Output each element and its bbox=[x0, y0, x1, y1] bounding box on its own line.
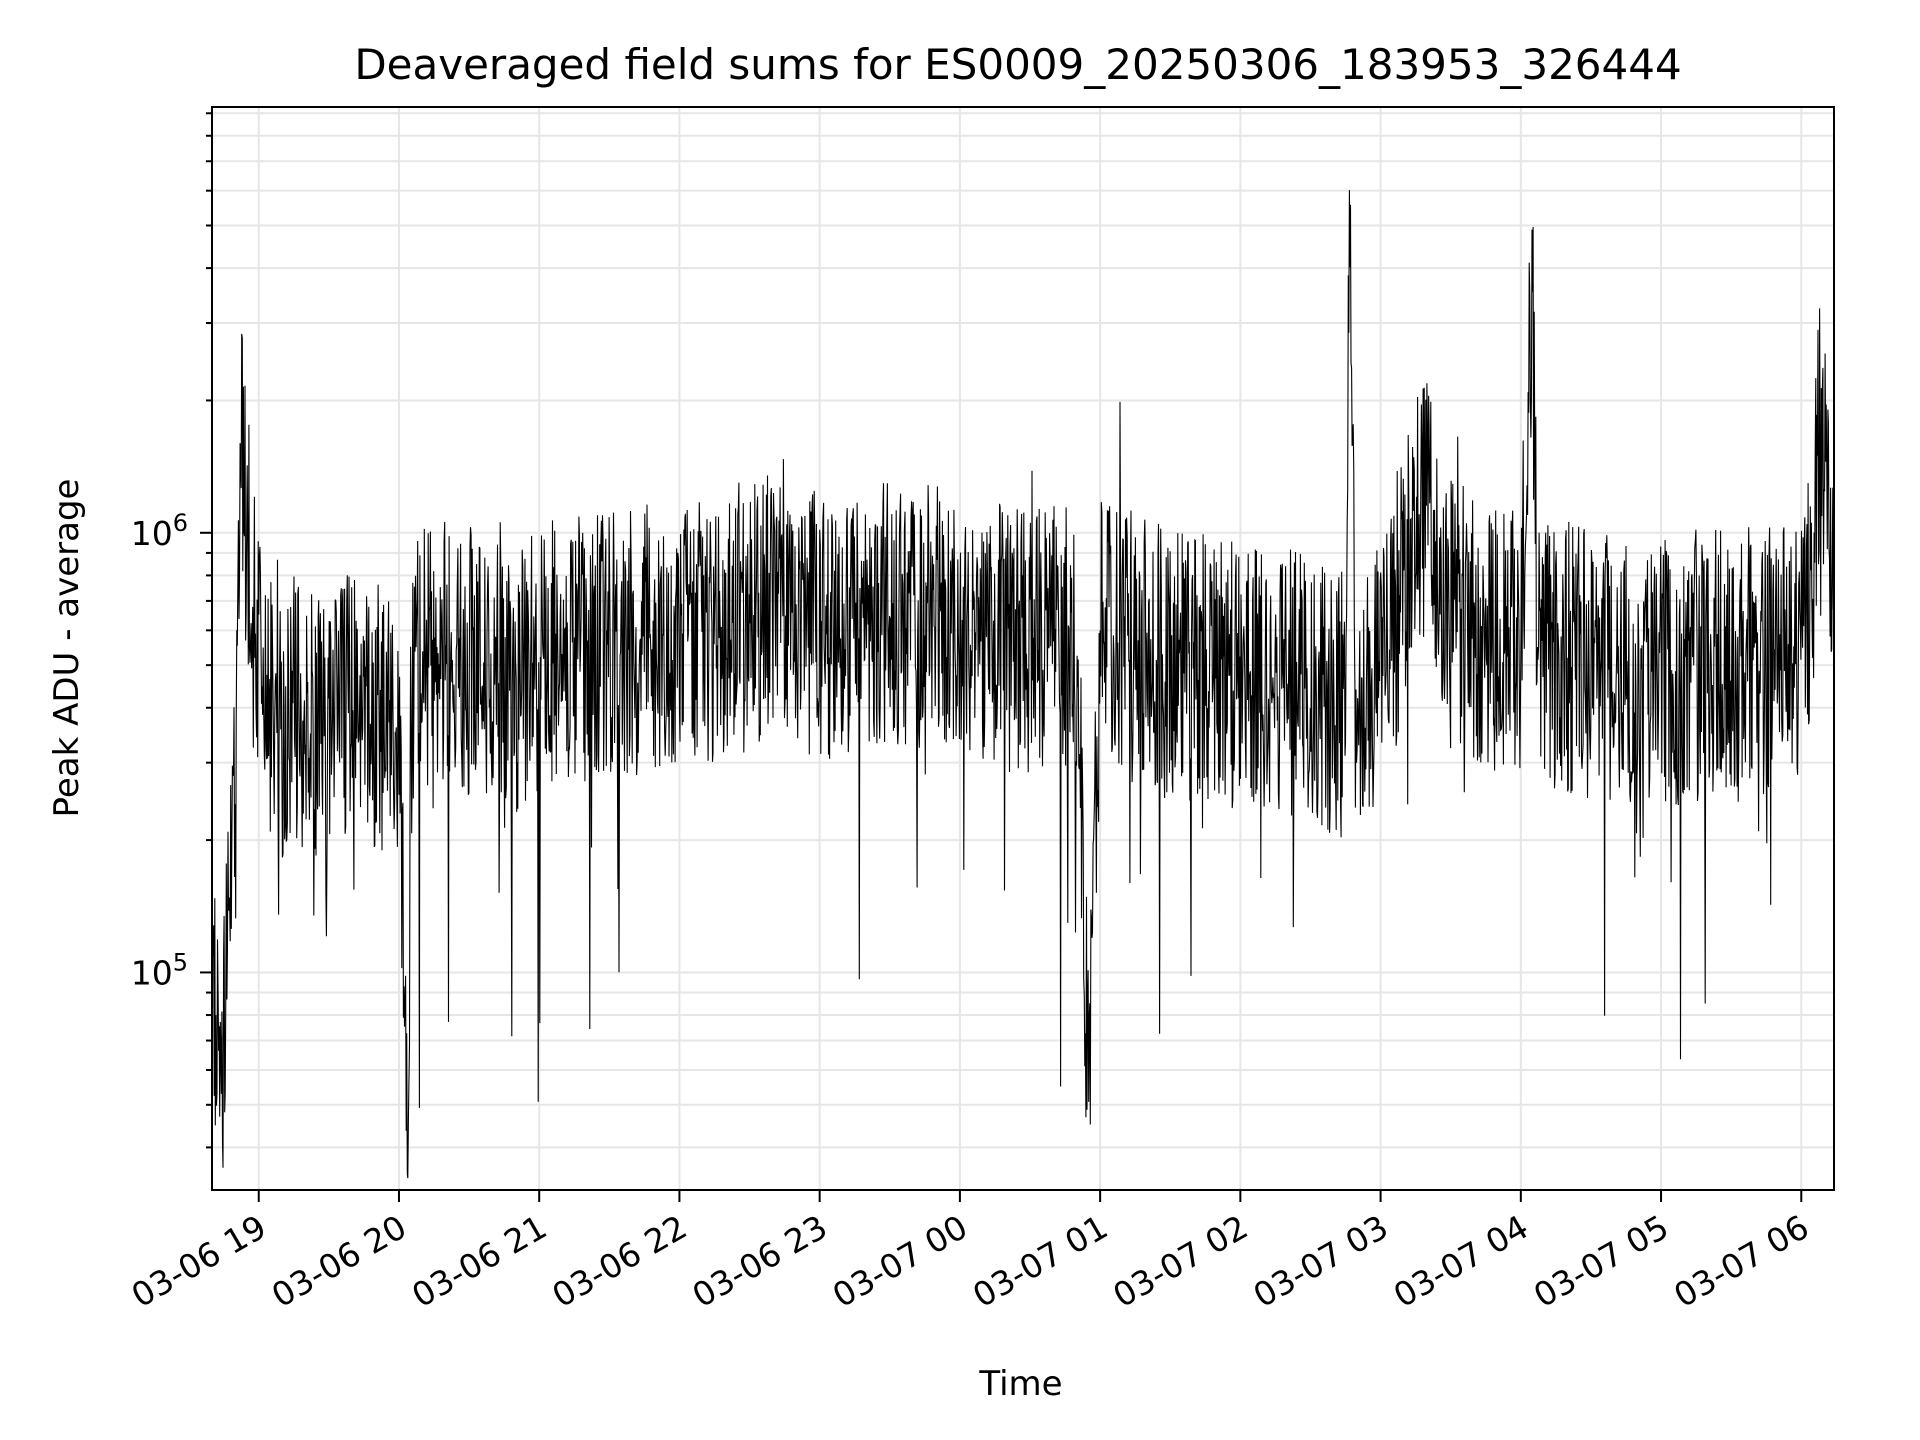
x-tick-label: 03-07 01 bbox=[966, 1207, 1114, 1315]
y-tick-exponent: 6 bbox=[173, 509, 188, 537]
chart-title: Deaveraged field sums for ES0009_2025030… bbox=[354, 40, 1681, 89]
x-axis-label: Time bbox=[978, 1364, 1062, 1404]
x-tick-label: 03-06 20 bbox=[265, 1207, 413, 1315]
x-tick-label: 03-07 03 bbox=[1247, 1207, 1395, 1315]
x-tick-label: 03-07 06 bbox=[1667, 1207, 1815, 1315]
y-tick-label: 105 bbox=[131, 948, 188, 992]
x-tick-label: 03-06 21 bbox=[405, 1207, 553, 1315]
x-tick-label: 03-06 19 bbox=[125, 1207, 273, 1315]
x-tick-label: 03-07 04 bbox=[1387, 1207, 1535, 1315]
y-tick-exponent: 5 bbox=[173, 948, 188, 976]
plot-frame bbox=[211, 106, 1835, 1191]
x-tick-label: 03-07 05 bbox=[1527, 1207, 1675, 1315]
series-line bbox=[211, 190, 1835, 1179]
y-axis-label: Peak ADU - average bbox=[47, 479, 87, 818]
x-tick-label: 03-06 23 bbox=[686, 1207, 834, 1315]
y-tick-base: 10 bbox=[131, 953, 173, 992]
x-tick-label: 03-06 22 bbox=[545, 1207, 693, 1315]
y-tick-base: 10 bbox=[131, 514, 173, 553]
y-tick-label: 106 bbox=[131, 509, 188, 553]
x-tick-label: 03-07 00 bbox=[826, 1207, 974, 1315]
x-tick-label: 03-07 02 bbox=[1106, 1207, 1254, 1315]
